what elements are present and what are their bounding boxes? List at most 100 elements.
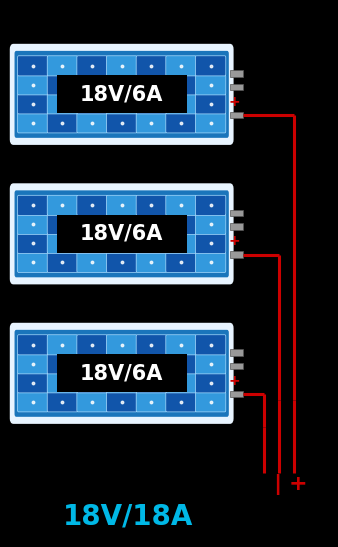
Text: +: +	[288, 474, 307, 494]
FancyBboxPatch shape	[166, 75, 196, 95]
Bar	[230, 363, 243, 369]
Text: +: +	[228, 235, 240, 248]
FancyBboxPatch shape	[106, 392, 137, 412]
FancyBboxPatch shape	[47, 392, 77, 412]
FancyBboxPatch shape	[11, 45, 233, 144]
FancyBboxPatch shape	[77, 392, 107, 412]
FancyBboxPatch shape	[15, 330, 229, 417]
FancyBboxPatch shape	[18, 373, 48, 393]
Bar	[230, 251, 243, 258]
FancyBboxPatch shape	[77, 214, 107, 234]
FancyBboxPatch shape	[57, 354, 187, 392]
Text: 18V/6A: 18V/6A	[80, 84, 163, 104]
FancyBboxPatch shape	[136, 234, 167, 253]
FancyBboxPatch shape	[18, 214, 48, 234]
FancyBboxPatch shape	[47, 113, 77, 133]
FancyBboxPatch shape	[195, 392, 226, 412]
FancyBboxPatch shape	[166, 195, 196, 216]
FancyBboxPatch shape	[106, 195, 137, 216]
FancyBboxPatch shape	[195, 214, 226, 234]
Bar	[230, 71, 243, 77]
FancyBboxPatch shape	[18, 75, 48, 95]
FancyBboxPatch shape	[11, 184, 233, 283]
FancyBboxPatch shape	[47, 214, 77, 234]
FancyBboxPatch shape	[166, 113, 196, 133]
FancyBboxPatch shape	[195, 354, 226, 374]
FancyBboxPatch shape	[77, 56, 107, 76]
FancyBboxPatch shape	[47, 195, 77, 216]
FancyBboxPatch shape	[136, 335, 167, 355]
FancyBboxPatch shape	[11, 324, 233, 423]
FancyBboxPatch shape	[47, 335, 77, 355]
FancyBboxPatch shape	[195, 75, 226, 95]
FancyBboxPatch shape	[77, 195, 107, 216]
FancyBboxPatch shape	[106, 335, 137, 355]
FancyBboxPatch shape	[136, 56, 167, 76]
FancyBboxPatch shape	[195, 113, 226, 133]
FancyBboxPatch shape	[106, 234, 137, 253]
FancyBboxPatch shape	[106, 56, 137, 76]
Bar	[230, 350, 243, 356]
FancyBboxPatch shape	[18, 94, 48, 114]
Bar	[230, 223, 243, 230]
FancyBboxPatch shape	[18, 234, 48, 253]
Text: 18V/18A: 18V/18A	[63, 503, 194, 531]
Text: +: +	[228, 95, 240, 109]
FancyBboxPatch shape	[136, 113, 167, 133]
FancyBboxPatch shape	[77, 252, 107, 272]
FancyBboxPatch shape	[166, 252, 196, 272]
FancyBboxPatch shape	[106, 214, 137, 234]
FancyBboxPatch shape	[136, 75, 167, 95]
FancyBboxPatch shape	[195, 335, 226, 355]
FancyBboxPatch shape	[166, 335, 196, 355]
Bar	[230, 84, 243, 90]
FancyBboxPatch shape	[77, 354, 107, 374]
FancyBboxPatch shape	[77, 335, 107, 355]
FancyBboxPatch shape	[136, 392, 167, 412]
FancyBboxPatch shape	[106, 252, 137, 272]
FancyBboxPatch shape	[77, 94, 107, 114]
Text: |: |	[273, 474, 281, 494]
FancyBboxPatch shape	[47, 94, 77, 114]
FancyBboxPatch shape	[77, 373, 107, 393]
FancyBboxPatch shape	[18, 113, 48, 133]
FancyBboxPatch shape	[57, 75, 187, 113]
FancyBboxPatch shape	[195, 56, 226, 76]
FancyBboxPatch shape	[166, 56, 196, 76]
FancyBboxPatch shape	[47, 75, 77, 95]
FancyBboxPatch shape	[106, 94, 137, 114]
FancyBboxPatch shape	[15, 51, 229, 138]
FancyBboxPatch shape	[106, 354, 137, 374]
FancyBboxPatch shape	[47, 373, 77, 393]
Bar	[230, 210, 243, 217]
Bar	[230, 112, 243, 118]
FancyBboxPatch shape	[77, 113, 107, 133]
FancyBboxPatch shape	[166, 392, 196, 412]
FancyBboxPatch shape	[136, 354, 167, 374]
FancyBboxPatch shape	[166, 234, 196, 253]
FancyBboxPatch shape	[106, 373, 137, 393]
FancyBboxPatch shape	[47, 252, 77, 272]
FancyBboxPatch shape	[106, 113, 137, 133]
Text: 18V/6A: 18V/6A	[80, 224, 163, 244]
FancyBboxPatch shape	[195, 373, 226, 393]
FancyBboxPatch shape	[18, 56, 48, 76]
FancyBboxPatch shape	[18, 392, 48, 412]
FancyBboxPatch shape	[166, 354, 196, 374]
FancyBboxPatch shape	[136, 252, 167, 272]
FancyBboxPatch shape	[47, 354, 77, 374]
FancyBboxPatch shape	[18, 195, 48, 216]
FancyBboxPatch shape	[166, 94, 196, 114]
FancyBboxPatch shape	[195, 252, 226, 272]
Text: +: +	[228, 374, 240, 388]
FancyBboxPatch shape	[106, 75, 137, 95]
FancyBboxPatch shape	[195, 94, 226, 114]
Bar	[230, 391, 243, 397]
FancyBboxPatch shape	[18, 252, 48, 272]
FancyBboxPatch shape	[18, 335, 48, 355]
FancyBboxPatch shape	[77, 75, 107, 95]
FancyBboxPatch shape	[18, 354, 48, 374]
FancyBboxPatch shape	[136, 373, 167, 393]
FancyBboxPatch shape	[136, 214, 167, 234]
FancyBboxPatch shape	[77, 234, 107, 253]
